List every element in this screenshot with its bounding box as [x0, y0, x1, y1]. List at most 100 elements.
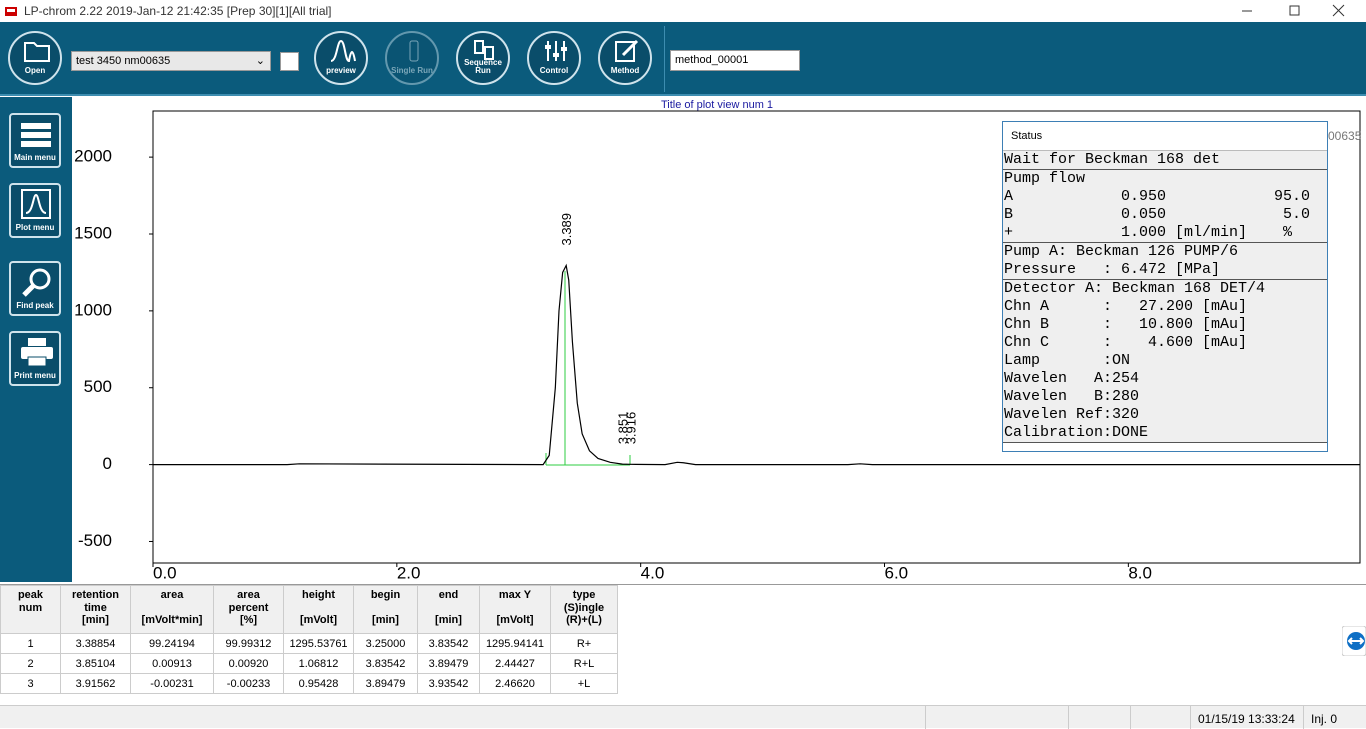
chart-title: Title of plot view num 1: [661, 99, 773, 111]
table-cell: 0.00920: [213, 653, 284, 674]
status-title: Status: [1003, 122, 1327, 151]
status-line: Wavelen B:280: [1004, 388, 1140, 405]
table-cell: 3: [0, 673, 61, 694]
header-row: peak num retention time [min] area [mVolt*…: [0, 585, 618, 634]
column-header: type (S)ingle (R)+(L): [550, 585, 618, 634]
main-menu-button[interactable]: Main menu: [9, 113, 61, 168]
column-header: peak num: [0, 585, 61, 634]
window-title: LP-chrom 2.22 2019-Jan-12 21:42:35 [Prep…: [24, 4, 332, 18]
control-button[interactable]: Control: [527, 31, 581, 85]
table-row: 2 3.85104 0.00913 0.00920 1.06812 3.83542 3.89…: [0, 653, 618, 674]
column-header: max Y [mVolt]: [479, 585, 551, 634]
status-bar: 01/15/19 13:33:24 Inj. 0: [0, 705, 1366, 729]
table-cell: 3.85104: [60, 653, 131, 674]
x-tick-label: 6.0: [885, 563, 909, 582]
sidebar: Main menu Plot menu Find peak Print menu: [0, 97, 72, 582]
table-cell: 3.89479: [353, 673, 418, 694]
column-header: begin [min]: [353, 585, 418, 634]
print-menu-button[interactable]: Print menu: [9, 331, 61, 386]
status-panel: Status Wait for Beckman 168 det Pump flow…: [1002, 121, 1328, 452]
table-cell: 0.95428: [283, 673, 354, 694]
peak-label: 3.851: [616, 412, 631, 445]
status-line: Pressure : 6.472 [MPa]: [1004, 261, 1221, 278]
method-button[interactable]: Method: [598, 31, 652, 85]
peak-table: peak num retention time [min] area [mVolt*…: [0, 584, 1366, 705]
app-icon: [5, 7, 17, 16]
table-cell: 2.46620: [479, 673, 551, 694]
open-button[interactable]: Open: [8, 31, 62, 85]
table-cell: 1.06812: [283, 653, 354, 674]
checkbox[interactable]: [280, 52, 299, 71]
table-cell: 2: [0, 653, 61, 674]
column-header: height [mVolt]: [283, 585, 354, 634]
table-cell: R+: [550, 633, 618, 654]
table-cell: 99.99312: [213, 633, 284, 654]
preview-button[interactable]: preview: [314, 31, 368, 85]
injection: Inj. 0: [1311, 712, 1338, 726]
datetime: 01/15/19 13:33:24: [1198, 712, 1295, 726]
plot-label: 00635: [1328, 129, 1362, 143]
status-line: + 1.000 [ml/min] %: [1004, 224, 1293, 241]
status-line: A 0.950 95.0: [1004, 188, 1311, 205]
table-row: 1 3.38854 99.24194 99.99312 1295.53761 3.2500…: [0, 633, 618, 654]
single-run-button[interactable]: Single Run: [385, 31, 439, 85]
status-line: Detector A: Beckman 168 DET/4: [1004, 280, 1266, 297]
method-input[interactable]: method_00001: [670, 50, 800, 71]
status-line: Calibration:DONE: [1004, 424, 1149, 441]
x-tick-label: 2.0: [397, 563, 421, 582]
table-cell: -0.00231: [130, 673, 214, 694]
table-row: 3 3.91562 -0.00231 -0.00233 0.95428 3.89479 3.…: [0, 673, 618, 694]
status-line: Wavelen A:254: [1004, 370, 1140, 387]
status-section: Detector A: Beckman 168 DET/4 Chn A : 27.…: [1003, 280, 1327, 443]
status-section: Pump flow A 0.950 95.0 B 0.050 5.0 + 1.000 …: [1003, 170, 1327, 243]
status-line: Pump A: Beckman 126 PUMP/6: [1004, 243, 1239, 260]
toolbar: Open test 3450 nm00635 ⌄ preview Single R…: [0, 22, 1366, 96]
y-tick-label: 2000: [74, 147, 112, 166]
chromatogram-trace: [153, 263, 1360, 466]
table-cell: 1295.53761: [283, 633, 354, 654]
plot-menu-button[interactable]: Plot menu: [9, 183, 61, 238]
status-line: B 0.050 5.0: [1004, 206, 1311, 223]
find-peak-button[interactable]: Find peak: [9, 261, 61, 316]
status-line: Chn B : 10.800 [mAu]: [1004, 316, 1248, 333]
column-header: retention time [min]: [60, 585, 131, 634]
table-cell: 99.24194: [130, 633, 214, 654]
table-cell: 3.89479: [417, 653, 480, 674]
table: peak num retention time [min] area [mVolt*…: [0, 585, 618, 694]
table-cell: +L: [550, 673, 618, 694]
file-select[interactable]: test 3450 nm00635 ⌄: [71, 51, 271, 71]
y-tick-label: 1500: [74, 223, 112, 242]
status-line: Chn C : 4.600 [mAu]: [1004, 334, 1248, 351]
integration-markers: [545, 271, 631, 466]
title-bar: LP-chrom 2.22 2019-Jan-12 21:42:35 [Prep…: [0, 0, 1366, 22]
y-tick-label: 1000: [74, 300, 112, 319]
table-cell: 2.44427: [479, 653, 551, 674]
x-tick-label: 4.0: [641, 563, 665, 582]
x-tick-label: 8.0: [1128, 563, 1152, 582]
column-header: area [mVolt*min]: [130, 585, 214, 634]
status-line: Wait for Beckman 168 det: [1004, 151, 1221, 168]
status-line: Lamp :ON: [1004, 352, 1131, 369]
table-cell: 3.83542: [417, 633, 480, 654]
status-line: Pump flow: [1004, 170, 1086, 187]
sequence-run-button[interactable]: Sequence Run: [456, 31, 510, 85]
y-tick-label: 500: [84, 377, 112, 396]
remote-icon[interactable]: [1342, 626, 1366, 656]
peak-label: 3.916: [623, 412, 638, 445]
status-section: Wait for Beckman 168 det: [1003, 151, 1327, 170]
table-cell: 0.00913: [130, 653, 214, 674]
status-line: Chn A : 27.200 [mAu]: [1004, 298, 1248, 315]
table-cell: 3.25000: [353, 633, 418, 654]
table-cell: 1295.94141: [479, 633, 551, 654]
table-cell: 1: [0, 633, 61, 654]
table-cell: 3.83542: [353, 653, 418, 674]
table-cell: 3.91562: [60, 673, 131, 694]
table-cell: -0.00233: [213, 673, 284, 694]
table-cell: 3.38854: [60, 633, 131, 654]
y-tick-label: -500: [78, 531, 112, 550]
window-controls[interactable]: [1240, 4, 1350, 18]
column-header: area percent [%]: [213, 585, 284, 634]
table-cell: R+L: [550, 653, 618, 674]
table-cell: 3.93542: [417, 673, 480, 694]
